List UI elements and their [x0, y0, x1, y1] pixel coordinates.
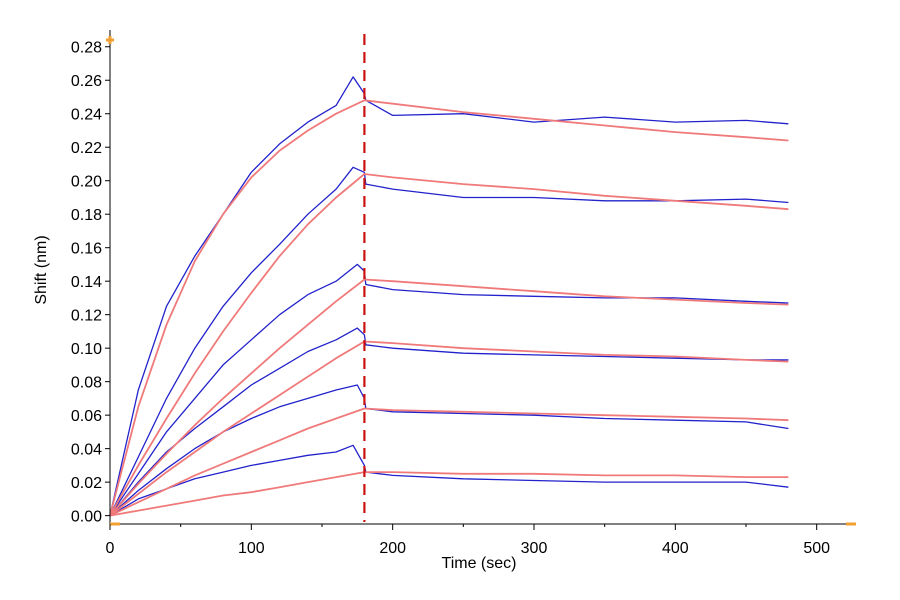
tick-layer: 0.00 0.02 0.04 0.06 0.08 0.10 0.12 0.14 0.16 0.18…: [71, 40, 830, 557]
y-tick-label: 0.28: [71, 40, 102, 57]
series-layer: [109, 76, 789, 517]
axes-layer: [106, 30, 856, 526]
fit-curve-5: [109, 407, 789, 517]
y-tick-label: 0.12: [71, 308, 102, 325]
x-tick-label: 200: [379, 540, 406, 557]
x-tick-label: 500: [803, 540, 830, 557]
y-tick-label: 0.22: [71, 140, 102, 157]
y-axis-title: Shift (nm): [33, 235, 50, 304]
x-tick-label: 300: [521, 540, 548, 557]
x-tick-label: 0: [106, 540, 115, 557]
y-tick-label: 0.20: [71, 174, 102, 191]
y-tick-label: 0.04: [71, 442, 102, 459]
fit-curve-2: [109, 173, 789, 517]
y-tick-label: 0.02: [71, 475, 102, 492]
y-tick-label: 0.24: [71, 107, 102, 124]
y-tick-label: 0.16: [71, 241, 102, 258]
fit-curve-4: [109, 340, 789, 517]
x-tick-label: 400: [662, 540, 689, 557]
x-tick-label: 100: [238, 540, 265, 557]
fit-curve-1: [109, 99, 789, 516]
y-tick-label: 0.18: [71, 207, 102, 224]
measured-trace-6: [109, 444, 789, 517]
measured-trace-5: [109, 384, 789, 517]
y-tick-label: 0.14: [71, 274, 102, 291]
x-axis-title: Time (sec): [442, 555, 517, 572]
y-tick-label: 0.06: [71, 408, 102, 425]
fit-curve-3: [109, 278, 789, 517]
fit-curve-6: [109, 471, 789, 517]
measured-trace-1: [109, 76, 789, 516]
y-tick-label: 0.08: [71, 375, 102, 392]
y-tick-label: 0.10: [71, 341, 102, 358]
measured-trace-2: [109, 166, 789, 516]
y-tick-label: 0.26: [71, 73, 102, 90]
y-tick-label: 0.00: [71, 509, 102, 526]
measured-trace-3: [109, 263, 789, 516]
measured-trace-4: [109, 327, 789, 517]
